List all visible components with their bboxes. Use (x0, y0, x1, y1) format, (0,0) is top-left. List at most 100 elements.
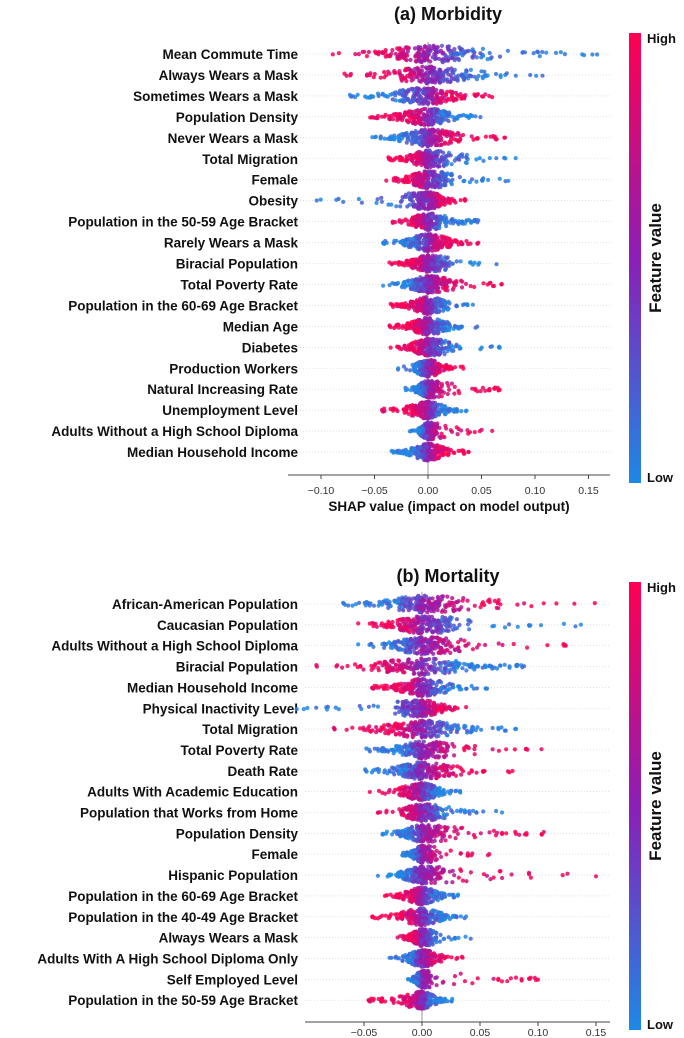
dot (468, 260, 473, 265)
dot (382, 408, 387, 414)
dot (435, 412, 440, 417)
feature-label: Median Age (223, 319, 299, 334)
dot (431, 215, 437, 220)
dot (459, 242, 464, 247)
dot (430, 400, 435, 405)
dot (418, 159, 423, 165)
dot (344, 73, 349, 78)
dot (472, 284, 477, 290)
dot (442, 181, 447, 186)
dot (410, 236, 415, 242)
dot (432, 353, 437, 358)
dot (434, 135, 439, 140)
dot (318, 197, 323, 202)
dot (406, 134, 411, 140)
dot (437, 56, 442, 61)
dot (540, 49, 545, 55)
dot (418, 298, 424, 304)
dot (375, 91, 381, 96)
dot (404, 237, 409, 242)
dot (430, 325, 435, 330)
dot (389, 202, 394, 207)
dot (394, 407, 399, 412)
dot (397, 139, 402, 144)
dot (482, 602, 487, 608)
dot (433, 143, 438, 148)
chart-title: (a) Morbidity (394, 4, 502, 24)
dot (381, 283, 386, 288)
dot (419, 196, 424, 201)
dot (420, 407, 425, 412)
dot (436, 386, 441, 391)
dot (414, 600, 419, 605)
dot (415, 135, 420, 140)
dot (432, 199, 437, 204)
feature-label: Population Density (176, 110, 299, 125)
dot (439, 389, 444, 394)
dot (461, 179, 466, 184)
dot (424, 56, 429, 61)
dot (416, 360, 422, 365)
feature-label: Population in the 50-59 Age Bracket (68, 215, 298, 230)
dot (414, 162, 419, 167)
dot (386, 69, 391, 74)
dot (390, 219, 395, 224)
beeswarm-row (379, 399, 469, 421)
dot (431, 329, 436, 335)
dot (336, 196, 341, 201)
dot (408, 278, 414, 284)
dot (430, 75, 435, 81)
dot (393, 93, 398, 98)
dot (450, 91, 455, 96)
feature-label: Sometimes Wears a Mask (133, 89, 298, 104)
dot (469, 134, 474, 139)
dot (491, 283, 496, 289)
dot (403, 217, 408, 222)
dot (425, 326, 430, 331)
dot (429, 274, 435, 279)
dot (391, 158, 396, 163)
dot (400, 619, 405, 624)
dot (455, 138, 460, 143)
dot (434, 337, 440, 342)
dot (442, 276, 447, 281)
dot (424, 381, 429, 386)
dot (437, 91, 442, 96)
dot (492, 386, 497, 391)
dot (404, 118, 409, 123)
dot (393, 70, 398, 75)
dot (450, 221, 456, 226)
dot (447, 326, 452, 331)
beeswarm-row (314, 190, 468, 211)
dot (427, 132, 432, 137)
dot (402, 410, 407, 415)
dot (411, 258, 416, 264)
dot (453, 74, 458, 79)
dot (439, 382, 444, 387)
dot (424, 261, 429, 266)
dot (373, 135, 378, 140)
dot (430, 182, 435, 187)
dot (478, 605, 483, 610)
dot (444, 624, 449, 629)
dot (409, 410, 415, 415)
dot (415, 371, 420, 376)
dot (436, 352, 442, 357)
dot (429, 379, 434, 384)
dot (365, 95, 370, 100)
dot (468, 67, 473, 72)
dot (419, 339, 424, 344)
dot (435, 203, 440, 208)
dot (423, 282, 428, 287)
dot (494, 156, 499, 161)
dot (464, 239, 469, 244)
dot (393, 113, 399, 118)
dot (425, 374, 430, 379)
dot (466, 607, 471, 612)
dot (439, 626, 444, 631)
dot (503, 179, 508, 184)
dot (443, 412, 448, 417)
dot (374, 624, 379, 629)
dot (435, 241, 440, 247)
